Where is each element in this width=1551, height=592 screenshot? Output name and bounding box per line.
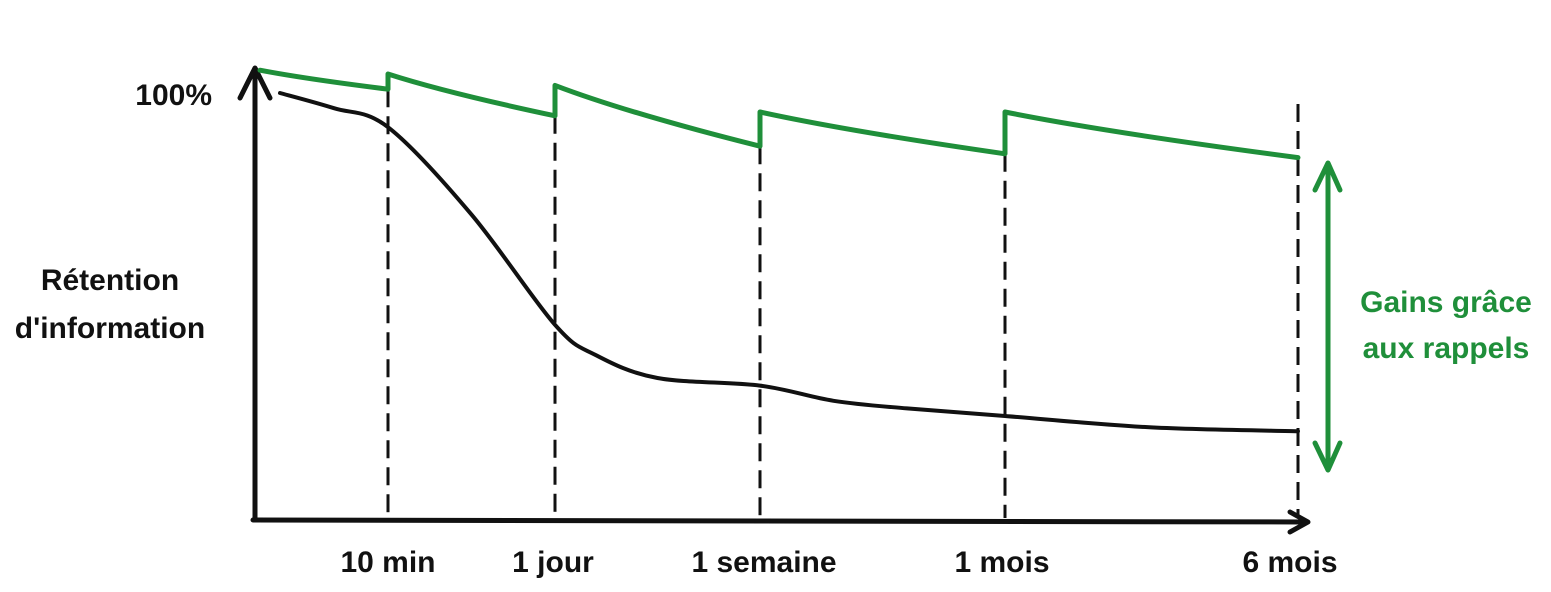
x-tick-label-1-jour: 1 jour	[512, 546, 594, 579]
x-tick-label-10-min: 10 min	[340, 546, 435, 579]
y-axis-label-line2: d'information	[15, 312, 205, 345]
review-curve-line	[257, 67, 1301, 161]
x-axis	[250, 517, 1308, 525]
y-axis-label-line1: Rétention	[41, 264, 179, 297]
gains-annotation-line2: aux rappels	[1363, 332, 1530, 365]
x-axis-arrowhead	[1287, 509, 1311, 535]
y-axis-arrowhead	[237, 65, 273, 101]
forgetting-curve-line	[278, 91, 1300, 434]
x-tick-label-1-semaine: 1 semaine	[691, 546, 836, 579]
x-tick-label-1-mois: 1 mois	[954, 546, 1049, 579]
x-tick-label-6-mois: 6 mois	[1242, 546, 1337, 579]
y-tick-100-label: 100%	[135, 79, 212, 112]
review-markers	[386, 89, 1300, 518]
gains-annotation-line1: Gains grâce	[1360, 286, 1532, 319]
gains-double-arrow	[1312, 160, 1343, 473]
